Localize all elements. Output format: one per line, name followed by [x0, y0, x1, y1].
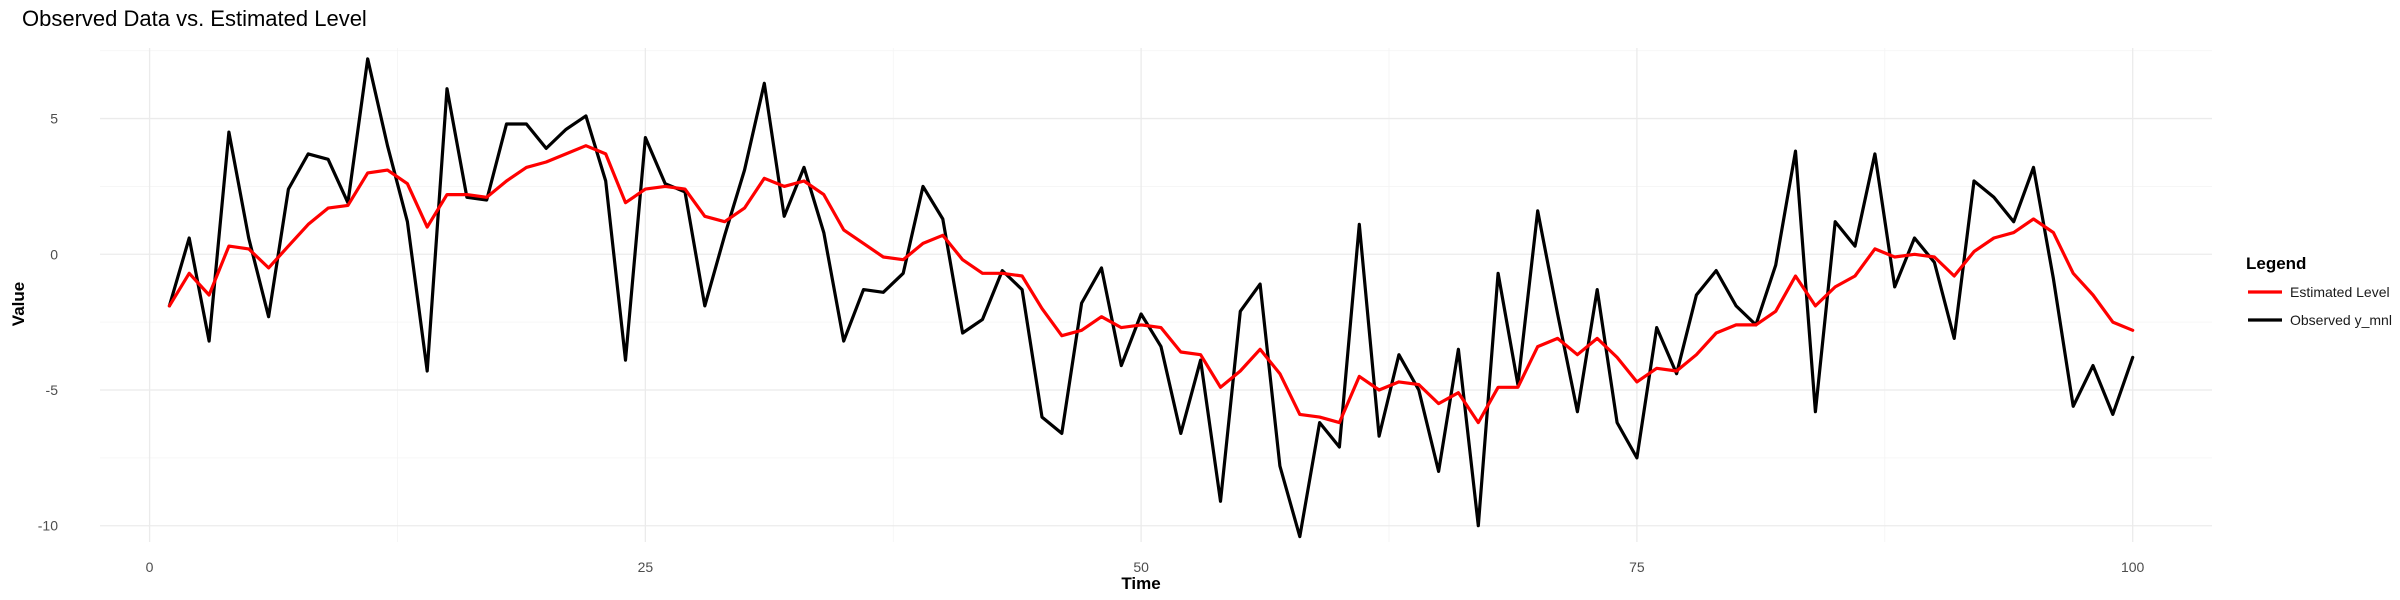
x-tick-label: 75: [1629, 559, 1645, 575]
x-tick-label: 50: [1133, 559, 1149, 575]
x-axis-title: Time: [1121, 574, 1160, 593]
chart-title: Observed Data vs. Estimated Level: [22, 6, 367, 31]
y-tick-label: 5: [50, 111, 58, 127]
x-tick-label: 25: [638, 559, 654, 575]
series-line-observed-y-mnl: [167, 57, 2135, 539]
y-tick-label: 0: [50, 246, 58, 262]
series-line-estimated-level: [167, 144, 2135, 425]
legend-label: Observed y_mnl: [2290, 312, 2392, 328]
legend-label: Estimated Level: [2290, 284, 2390, 300]
y-axis-title: Value: [9, 282, 28, 326]
x-axis-ticks: 0 25 50 75 100: [146, 559, 2145, 575]
legend-items: Estimated Level Observed y_mnl: [2248, 284, 2392, 328]
legend: Legend Estimated Level Observed y_mnl: [2246, 254, 2392, 328]
grid: [100, 48, 2212, 542]
series-layer: [167, 57, 2135, 539]
x-tick-label: 100: [2121, 559, 2145, 575]
y-tick-label: -5: [46, 382, 59, 398]
x-tick-label: 0: [146, 559, 154, 575]
y-tick-label: -10: [38, 518, 58, 534]
legend-title: Legend: [2246, 254, 2306, 273]
y-axis-ticks: -10 -5 0 5: [38, 111, 58, 534]
